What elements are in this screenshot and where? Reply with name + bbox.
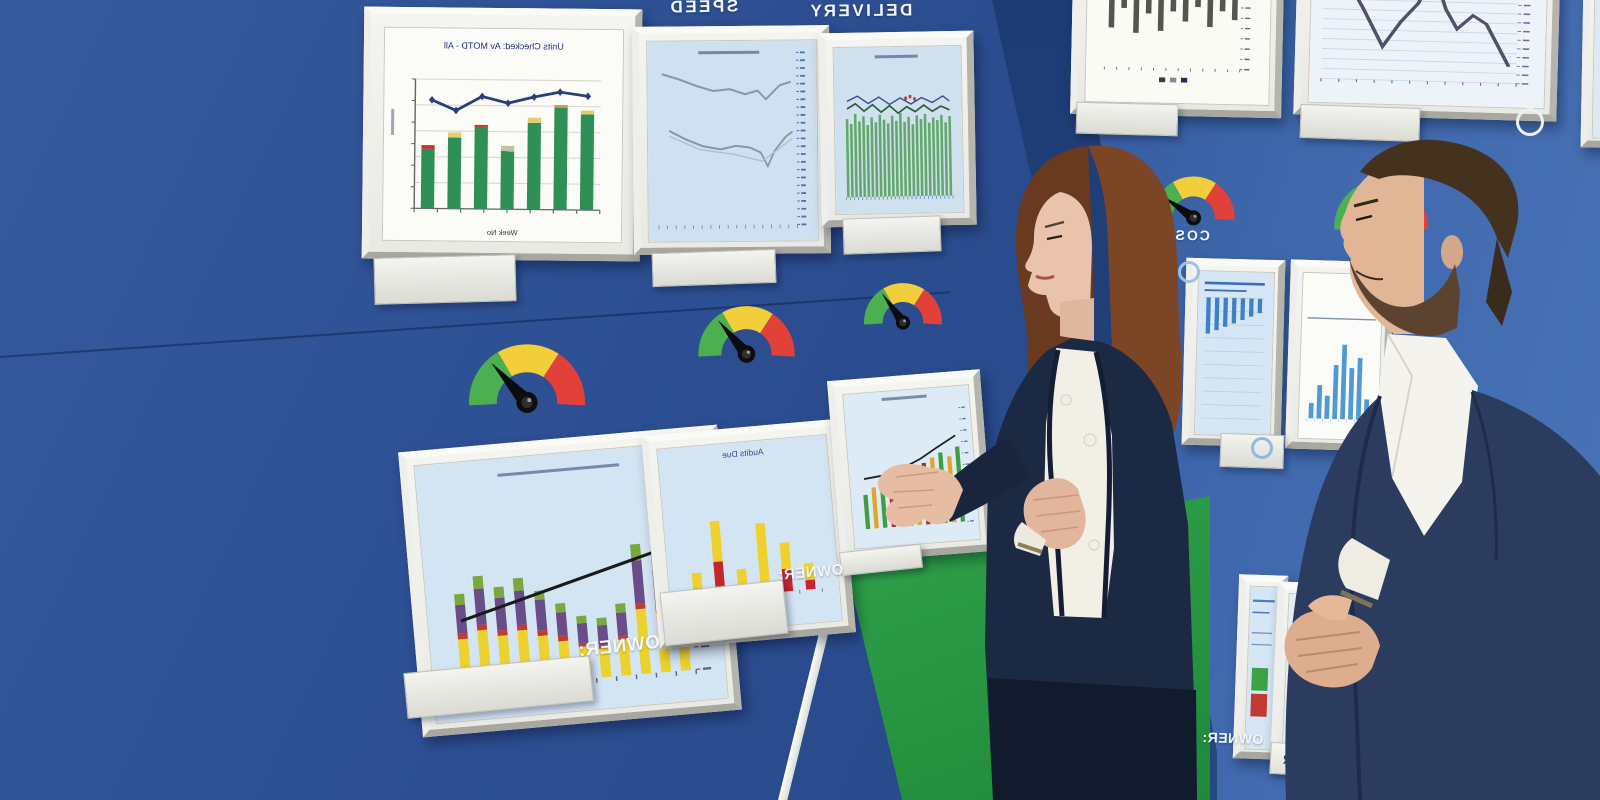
lower-right-chart: [1281, 592, 1346, 762]
framed-chart-speed-lines: [632, 25, 831, 255]
frame-mat: [1300, 0, 1555, 115]
framed-chart-lower-left: [1232, 574, 1289, 760]
wall-hook-ring: [1516, 108, 1544, 136]
delivery-volume-canvas: [833, 45, 964, 215]
gauge-dial-cost: [1146, 167, 1241, 229]
framed-chart-histogram: [1285, 259, 1394, 452]
mini-table-chart: [1193, 270, 1276, 438]
frame-mat: [825, 37, 970, 221]
gauge-dial-1: [460, 331, 594, 418]
owner-label: OWNER:: [1201, 728, 1264, 748]
header-cost: COST: [1162, 226, 1211, 244]
histogram-chart: [1297, 271, 1384, 442]
speed-lines-canvas: [647, 40, 818, 242]
lower-left-canvas: [1245, 586, 1278, 750]
framed-chart-performance-bars: [827, 369, 994, 563]
units-checked-canvas: [382, 27, 624, 243]
frame-mat: [1240, 581, 1281, 753]
owner-name-strip: [373, 254, 517, 305]
gauge-dial-quality: [1327, 169, 1435, 240]
far-right-canvas: [1592, 0, 1600, 139]
framed-chart-dark-bars: [1070, 0, 1285, 119]
frame-mat: [639, 32, 824, 248]
units-ylabel-blur: [391, 108, 394, 135]
ring-decoration: [1178, 261, 1200, 283]
histogram-canvas: [1298, 272, 1383, 441]
performance-bars-chart: [842, 384, 981, 550]
owner-name-strip: [1075, 101, 1179, 137]
trend-line-canvas: [1308, 0, 1549, 109]
frame-mat: [1292, 266, 1387, 445]
owner-name-strip: [842, 215, 942, 255]
dark-bars-canvas: [1085, 0, 1272, 105]
units-checked-chart: Units Checked: Av MOTD - All Week No: [381, 26, 625, 244]
owner-name-strip: [1299, 103, 1421, 143]
performance-bars-canvas: [843, 385, 980, 549]
pryor-label: PRYOR: [1269, 741, 1343, 779]
gauge-dial-3: [858, 274, 948, 333]
header-speed: SPEED: [667, 0, 739, 17]
lower-right-canvas: [1282, 593, 1345, 761]
owner-name-strip: [651, 248, 777, 288]
framed-chart-units-checked: Units Checked: Av MOTD - All Week No: [361, 6, 643, 262]
frame-mat: [834, 376, 987, 556]
blurred-title: [697, 50, 759, 54]
gauge-dial-2: [691, 295, 802, 367]
framed-chart-mini-table: [1181, 257, 1286, 448]
frame-mat: Units Checked: Av MOTD - All Week No: [368, 13, 636, 255]
frame-mat: [1587, 0, 1600, 142]
dark-bars-chart: [1084, 0, 1273, 106]
frame-mat: [1077, 0, 1278, 112]
speed-lines-chart: [646, 39, 819, 243]
frame-mat: [1188, 264, 1279, 441]
framed-chart-delivery-volume: [818, 30, 977, 228]
trend-line-chart: [1307, 0, 1550, 110]
ring-decoration: [1251, 437, 1273, 459]
lower-left-chart: [1244, 585, 1279, 751]
framed-chart-far-right-sliver: [1580, 0, 1600, 149]
frame-mat: [1277, 588, 1348, 764]
mini-table-canvas: [1194, 271, 1275, 436]
framed-chart-trend-line: [1293, 0, 1562, 122]
far-right-chart: [1591, 0, 1600, 140]
header-delivery: DELIVERY: [807, 0, 913, 21]
delivery-volume-chart: [832, 44, 965, 216]
